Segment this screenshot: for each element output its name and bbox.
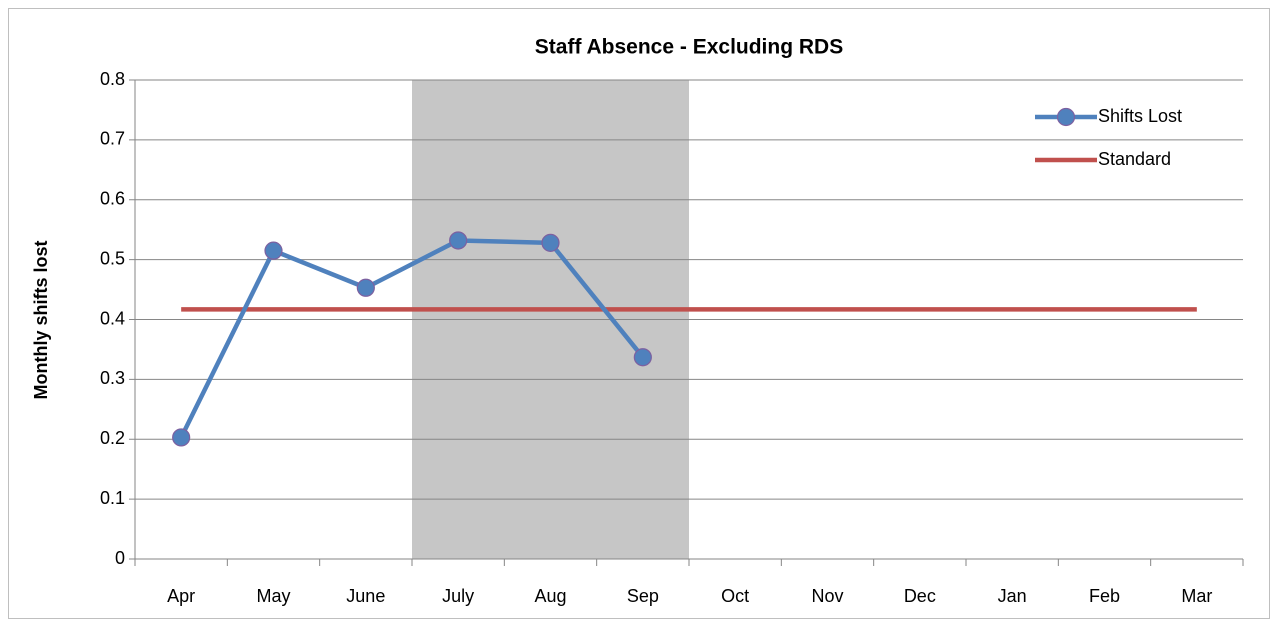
data-point [449, 231, 468, 250]
y-tick-label: 0 [115, 548, 125, 568]
data-point [541, 233, 560, 252]
y-axis-label: Monthly shifts lost [31, 241, 51, 400]
y-tick-label: 0.7 [100, 129, 125, 149]
y-tick-label: 0.3 [100, 368, 125, 388]
y-tick-label: 0.4 [100, 308, 125, 328]
x-tick-label: Nov [811, 586, 843, 606]
x-tick-label: Jan [998, 586, 1027, 606]
y-tick-label: 0.2 [100, 428, 125, 448]
legend-label: Standard [1098, 149, 1171, 169]
x-tick-label: Feb [1089, 586, 1120, 606]
x-tick-label: July [442, 586, 474, 606]
x-tick-label: Apr [167, 586, 195, 606]
x-tick-label: Oct [721, 586, 749, 606]
series-line [179, 238, 645, 439]
y-tick-label: 0.6 [100, 189, 125, 209]
x-tick-label: Dec [904, 586, 936, 606]
x-tick-label: June [346, 586, 385, 606]
y-tick-label: 0.8 [100, 69, 125, 89]
chart-title: Staff Absence - Excluding RDS [535, 36, 843, 59]
data-point [264, 241, 283, 260]
data-point [356, 278, 375, 297]
x-tick-label: May [256, 586, 290, 606]
data-point [172, 428, 191, 447]
legend-label: Shifts Lost [1098, 106, 1182, 126]
legend-marker [1056, 107, 1076, 127]
x-tick-label: Sep [627, 586, 659, 606]
x-tick-label: Mar [1181, 586, 1212, 606]
y-tick-label: 0.1 [100, 488, 125, 508]
x-tick-label: Aug [534, 586, 566, 606]
data-point [633, 348, 652, 367]
y-tick-label: 0.5 [100, 248, 125, 268]
